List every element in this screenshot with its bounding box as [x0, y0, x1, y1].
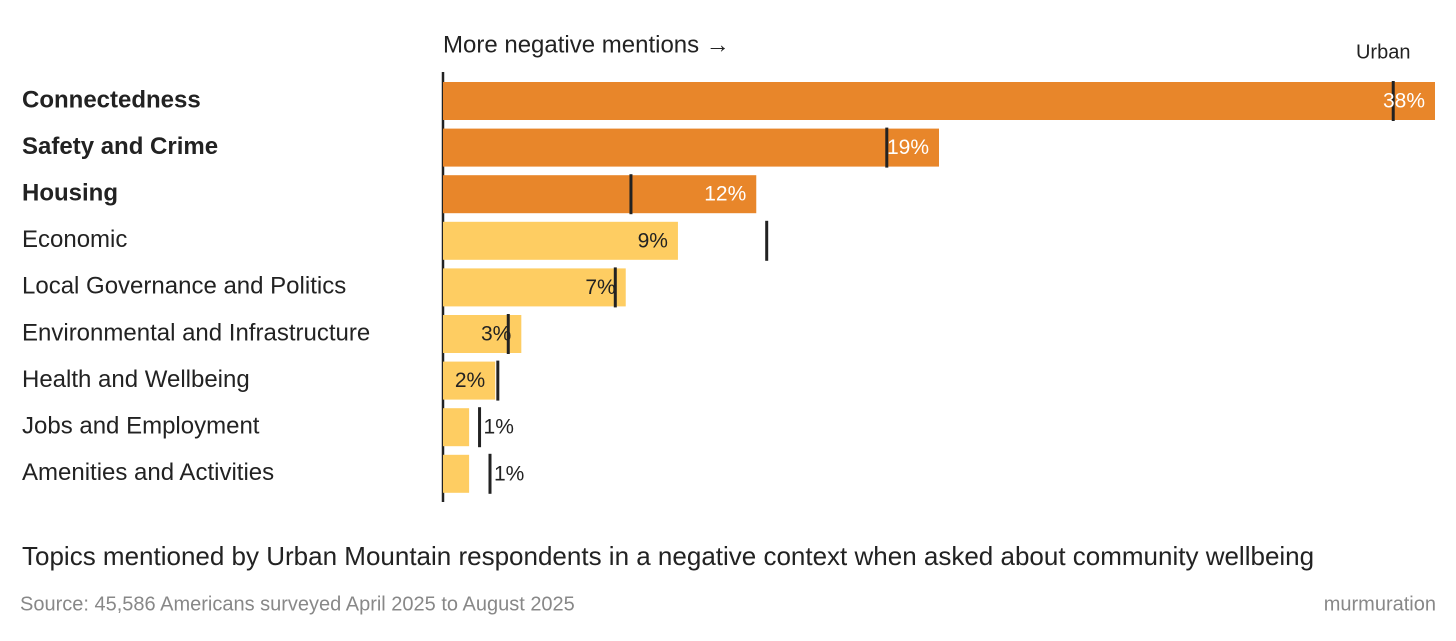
bar — [443, 128, 939, 167]
value-label: 1% — [494, 462, 524, 485]
value-label: 2% — [455, 369, 485, 392]
category-label: Health and Wellbeing — [22, 366, 250, 393]
category-label: Housing — [22, 180, 118, 207]
brand: murmuration — [1324, 593, 1436, 615]
bar — [443, 408, 470, 447]
value-label: 3% — [481, 323, 511, 346]
marker-legend: Urban — [1356, 41, 1410, 63]
category-label: Local Governance and Politics — [22, 273, 346, 300]
bar — [443, 268, 626, 307]
value-label: 7% — [585, 276, 615, 299]
source: Source: 45,586 Americans surveyed April … — [20, 593, 575, 615]
category-label: Environmental and Infrastructure — [22, 319, 370, 346]
category-label: Connectedness — [22, 86, 201, 113]
value-label: 19% — [887, 136, 929, 159]
value-label: 9% — [638, 229, 668, 252]
bar — [443, 82, 1435, 120]
category-label: Amenities and Activities — [22, 459, 274, 486]
chart-title: Topics mentioned by Urban Mountain respo… — [22, 541, 1314, 571]
bar — [443, 361, 496, 400]
bar — [443, 221, 678, 260]
value-label: 38% — [1383, 90, 1425, 113]
bar — [443, 175, 757, 214]
value-label: 12% — [704, 183, 746, 206]
value-label: 1% — [484, 416, 514, 439]
category-label: Economic — [22, 226, 127, 253]
category-label: Jobs and Employment — [22, 413, 260, 440]
category-label: Safety and Crime — [22, 133, 218, 160]
bar — [443, 454, 470, 493]
annotation: More negative mentions → — [443, 31, 730, 58]
